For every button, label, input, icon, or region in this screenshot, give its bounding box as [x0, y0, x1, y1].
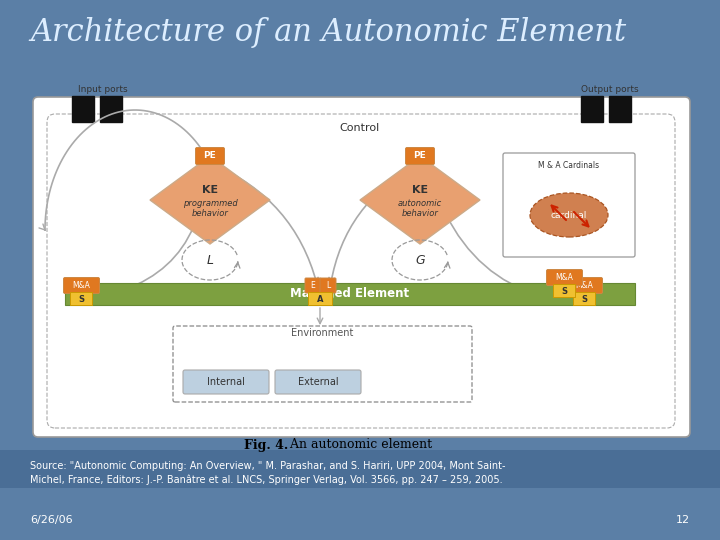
FancyBboxPatch shape: [405, 147, 434, 165]
Text: M&A: M&A: [555, 273, 573, 282]
FancyBboxPatch shape: [183, 370, 269, 394]
FancyBboxPatch shape: [320, 278, 336, 293]
Text: programmed: programmed: [183, 199, 238, 207]
Text: External: External: [297, 377, 338, 387]
Text: Control: Control: [340, 123, 380, 133]
Text: Michel, France, Editors: J.-P. Banâtre et al. LNCS, Springer Verlag, Vol. 3566, : Michel, France, Editors: J.-P. Banâtre e…: [30, 475, 503, 485]
Text: S: S: [581, 294, 587, 303]
FancyBboxPatch shape: [275, 370, 361, 394]
Text: 12: 12: [676, 515, 690, 525]
Text: M & A Cardinals: M & A Cardinals: [539, 160, 600, 170]
Polygon shape: [360, 156, 480, 244]
Ellipse shape: [530, 193, 608, 237]
FancyBboxPatch shape: [546, 269, 582, 286]
Bar: [609, 96, 631, 122]
Text: PE: PE: [413, 152, 426, 160]
Text: M&A: M&A: [72, 281, 90, 291]
FancyBboxPatch shape: [305, 278, 321, 293]
Text: A: A: [317, 294, 323, 303]
Text: G: G: [415, 253, 425, 267]
Text: PE: PE: [204, 152, 217, 160]
Text: Fig. 4.: Fig. 4.: [244, 438, 288, 451]
Text: L: L: [207, 253, 214, 267]
Bar: [65, 283, 635, 305]
FancyBboxPatch shape: [63, 278, 99, 294]
Text: 6/26/06: 6/26/06: [30, 515, 73, 525]
Text: Internal: Internal: [207, 377, 245, 387]
FancyBboxPatch shape: [503, 153, 635, 257]
Text: L: L: [326, 281, 330, 291]
FancyBboxPatch shape: [567, 278, 603, 294]
Bar: [0, 450, 720, 488]
Text: S: S: [561, 287, 567, 295]
Bar: [573, 292, 595, 305]
Text: KE: KE: [412, 185, 428, 195]
Bar: [100, 96, 122, 122]
Text: autonomic: autonomic: [398, 199, 442, 207]
Text: E: E: [310, 281, 315, 291]
Text: Input ports: Input ports: [78, 85, 128, 94]
Text: Managed Element: Managed Element: [290, 287, 410, 300]
Text: Environment: Environment: [291, 328, 354, 338]
Text: Output ports: Output ports: [581, 85, 639, 94]
Text: M&A: M&A: [575, 281, 593, 291]
Text: behavior: behavior: [192, 210, 228, 219]
Text: KE: KE: [202, 185, 218, 195]
Text: S: S: [78, 294, 84, 303]
Polygon shape: [150, 156, 270, 244]
Bar: [581, 96, 603, 122]
FancyBboxPatch shape: [33, 97, 690, 437]
FancyBboxPatch shape: [196, 147, 225, 165]
Text: cardinal: cardinal: [551, 211, 588, 219]
Bar: [70, 292, 92, 305]
Text: Architecture of an Autonomic Element: Architecture of an Autonomic Element: [30, 17, 626, 48]
Text: Source: "Autonomic Computing: An Overview, " M. Parashar, and S. Hariri, UPP 200: Source: "Autonomic Computing: An Overvie…: [30, 461, 505, 471]
Bar: [72, 96, 94, 122]
Bar: [553, 284, 575, 297]
Text: behavior: behavior: [402, 210, 438, 219]
Bar: [308, 292, 332, 305]
Text: An autonomic element: An autonomic element: [282, 438, 432, 451]
